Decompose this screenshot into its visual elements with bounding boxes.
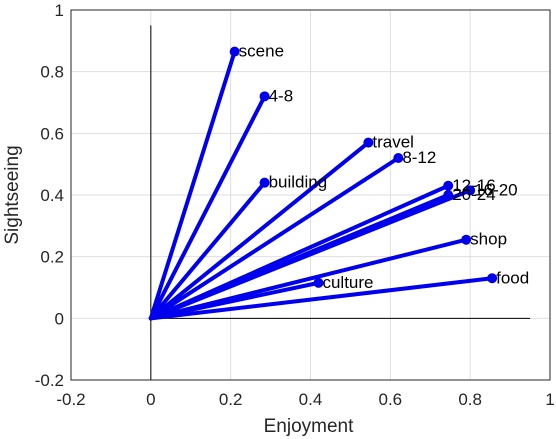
points xyxy=(229,46,498,288)
x-tick-label: 1 xyxy=(545,390,554,409)
x-tick-label: 0 xyxy=(146,390,155,409)
data-label-travel: travel xyxy=(372,133,414,152)
x-tick-label: 0.2 xyxy=(219,390,243,409)
y-tick-label: 0 xyxy=(55,309,64,328)
point-food xyxy=(487,273,498,284)
vector-8-12 xyxy=(148,156,401,321)
data-label-12-16: 12-16 xyxy=(452,176,495,195)
y-tick-label: 0.6 xyxy=(40,124,64,143)
reference-lines xyxy=(150,25,531,380)
point-scene xyxy=(229,46,240,57)
y-tick-label: 0.4 xyxy=(40,186,64,205)
point-culture xyxy=(313,277,324,288)
x-axis-title: Enjoyment xyxy=(264,416,354,437)
data-label-scene: scene xyxy=(239,42,284,61)
x-tick-labels: -0.2 0 0.2 0.4 0.6 0.8 1 xyxy=(56,390,554,409)
data-label-building: building xyxy=(269,173,328,192)
point-16-20 xyxy=(465,185,476,196)
vector-4-8 xyxy=(148,94,267,321)
x-tick-label: 0.8 xyxy=(458,390,482,409)
data-label-20-24: 20-24 xyxy=(452,185,495,204)
y-tick-label: 1 xyxy=(55,1,64,20)
data-label-food: food xyxy=(496,268,529,287)
data-label-16-20: 16-20 xyxy=(474,180,517,199)
y-tick-labels: -0.2 0 0.2 0.4 0.6 0.8 1 xyxy=(35,1,64,390)
vector-20-24 xyxy=(148,193,451,321)
x-tick-label: -0.2 xyxy=(56,390,85,409)
vectors xyxy=(148,49,495,321)
x-tick-label: 0.6 xyxy=(379,390,403,409)
data-label-8-12: 8-12 xyxy=(402,148,436,167)
point-12-16 xyxy=(443,180,454,191)
data-label-shop: shop xyxy=(470,230,507,249)
y-axis-title: Sightseeing xyxy=(2,145,23,244)
vector-scene xyxy=(148,49,237,321)
point-building xyxy=(259,177,270,188)
y-tick-label: -0.2 xyxy=(35,371,64,390)
point-shop xyxy=(461,234,472,245)
point-8-12 xyxy=(393,153,404,163)
vector-travel xyxy=(148,140,371,321)
vector-building xyxy=(148,180,267,321)
data-label-4-8: 4-8 xyxy=(269,86,294,105)
y-tick-label: 0.8 xyxy=(40,63,64,82)
point-4-8 xyxy=(259,91,270,102)
point-20-24 xyxy=(443,190,454,200)
y-tick-label: 0.2 xyxy=(40,248,64,267)
point-travel xyxy=(363,137,374,148)
x-tick-label: 0.4 xyxy=(299,390,323,409)
vector-food xyxy=(148,276,495,321)
data-label-culture: culture xyxy=(322,273,373,292)
plot-frame xyxy=(70,9,551,381)
vector-culture xyxy=(148,280,321,321)
